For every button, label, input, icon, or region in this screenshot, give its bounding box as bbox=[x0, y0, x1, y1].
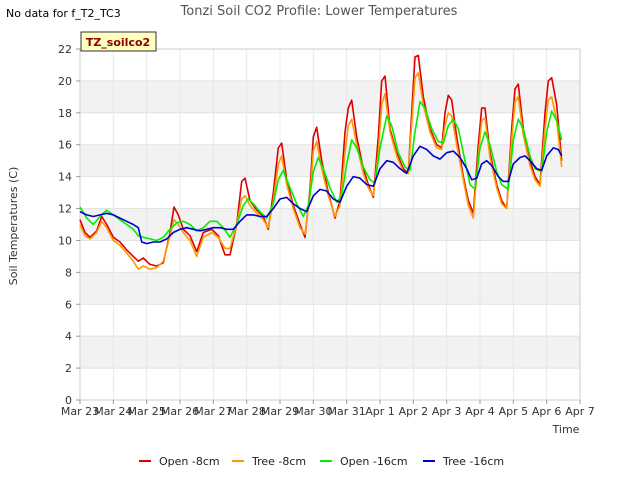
x-tick-label: Apr 5 bbox=[499, 405, 529, 418]
legend-item: Open -8cm bbox=[139, 455, 220, 468]
series-line-tree-16cm bbox=[79, 145, 563, 245]
y-tick-label: 6 bbox=[65, 298, 72, 311]
x-axis-title: Time bbox=[552, 423, 580, 436]
y-tick-label: 12 bbox=[58, 203, 72, 216]
y-tick-label: 14 bbox=[58, 171, 72, 184]
y-tick-label: 22 bbox=[58, 43, 72, 56]
legend-label: Open -8cm bbox=[159, 455, 220, 468]
no-data-note: No data for f_T2_TC3 bbox=[6, 7, 121, 20]
legend-label: Open -16cm bbox=[340, 455, 408, 468]
grid-band bbox=[80, 272, 580, 305]
badge-box bbox=[80, 31, 157, 52]
x-tick-label: Apr 6 bbox=[532, 405, 562, 418]
series-line-open-8cm bbox=[79, 54, 563, 267]
legend-label: Tree -8cm bbox=[251, 455, 306, 468]
x-tick-label: Mar 24 bbox=[94, 405, 132, 418]
dataset-badge: TZ_soilco2 bbox=[80, 31, 157, 52]
x-tick-label: Apr 1 bbox=[365, 405, 395, 418]
x-tick-label: Apr 7 bbox=[565, 405, 595, 418]
x-tick-label: Mar 31 bbox=[328, 405, 366, 418]
x-tick-label: Mar 30 bbox=[294, 405, 332, 418]
x-tick-label: Mar 27 bbox=[194, 405, 232, 418]
x-tick-label: Mar 28 bbox=[228, 405, 266, 418]
legend-item: Tree -8cm bbox=[232, 455, 306, 468]
x-tick-label: Mar 26 bbox=[161, 405, 199, 418]
y-tick-labels: 0 2 4 6 8 10 12 14 16 18 20 22 bbox=[58, 43, 80, 407]
legend: Open -8cm Tree -8cm Open -16cm Tree -16cm bbox=[139, 455, 504, 468]
legend-item: Open -16cm bbox=[320, 455, 408, 468]
y-tick-label: 8 bbox=[65, 266, 72, 279]
series-layer bbox=[79, 54, 563, 271]
legend-item: Tree -16cm bbox=[423, 455, 504, 468]
grid-band bbox=[80, 144, 580, 177]
y-tick-label: 10 bbox=[58, 234, 72, 247]
grid-band bbox=[80, 208, 580, 241]
y-tick-label: 2 bbox=[65, 362, 72, 375]
chart-title: Tonzi Soil CO2 Profile: Lower Temperatur… bbox=[180, 4, 458, 19]
background-bands bbox=[80, 80, 580, 369]
y-tick-label: 0 bbox=[65, 394, 72, 407]
x-tick-label: Mar 23 bbox=[61, 405, 99, 418]
x-tick-label: Apr 4 bbox=[465, 405, 495, 418]
series-line-open-16cm bbox=[79, 100, 563, 242]
badge-label: TZ_soilco2 bbox=[86, 36, 150, 49]
grid-band bbox=[80, 80, 580, 113]
y-tick-label: 18 bbox=[58, 107, 72, 120]
y-tick-label: 16 bbox=[58, 139, 72, 152]
x-tick-label: Apr 2 bbox=[399, 405, 429, 418]
x-tick-label: Apr 3 bbox=[432, 405, 462, 418]
y-tick-label: 20 bbox=[58, 75, 72, 88]
y-tick-label: 4 bbox=[65, 330, 72, 343]
y-axis-title: Soil Temperatures (C) bbox=[7, 167, 20, 286]
x-tick-label: Mar 29 bbox=[261, 405, 299, 418]
legend-label: Tree -16cm bbox=[442, 455, 504, 468]
grid-band bbox=[80, 336, 580, 369]
x-tick-label: Mar 25 bbox=[128, 405, 166, 418]
